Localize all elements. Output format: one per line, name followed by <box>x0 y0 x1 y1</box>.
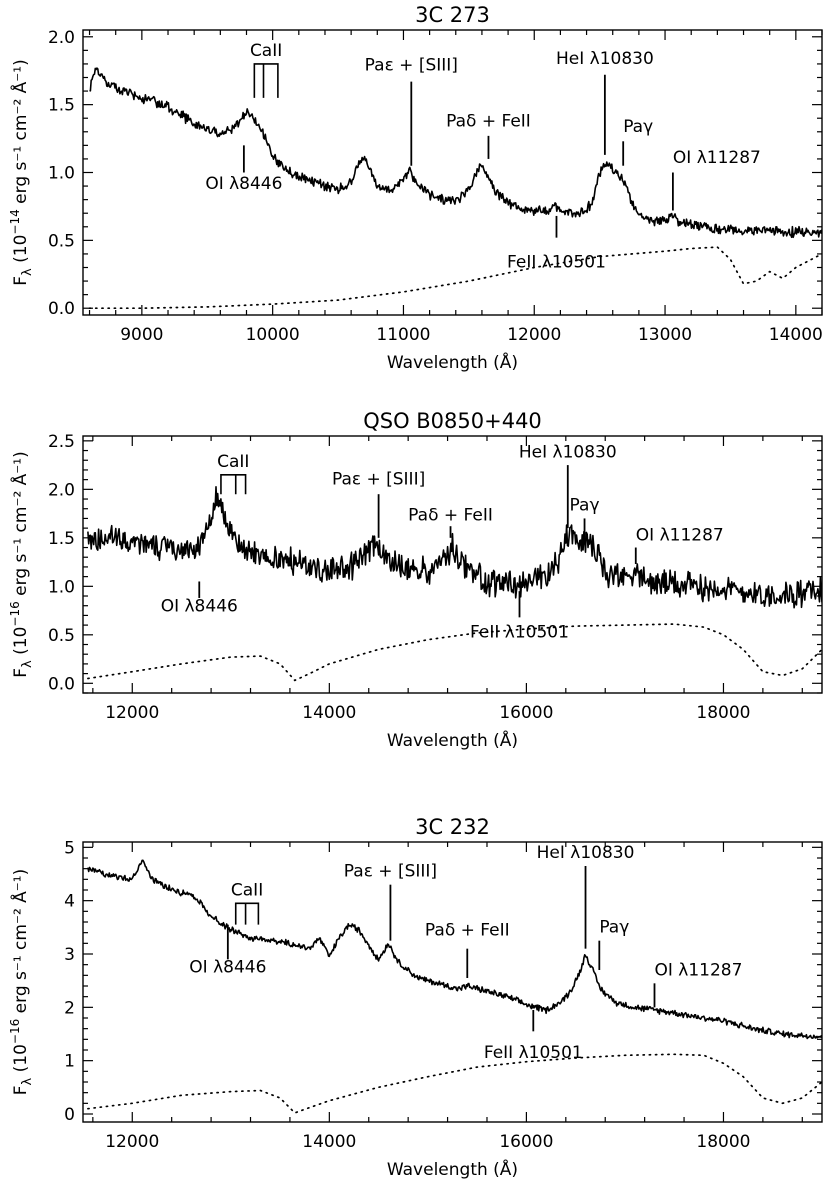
plot-frame <box>82 841 823 1123</box>
spectrum-line <box>87 859 822 1040</box>
y-label-units: erg s⁻¹ cm⁻² Å⁻¹) <box>9 869 31 1019</box>
line-label: FeII λ10501 <box>470 623 569 643</box>
x-tick-label: 18000 <box>696 703 750 723</box>
atmospheric-transmission-line <box>88 246 822 310</box>
y-label-f: F <box>11 1085 31 1095</box>
y-tick-label: 1.5 <box>48 529 75 549</box>
line-label: Paδ + FeII <box>408 505 493 525</box>
x-axis-label: Wavelength (Å) <box>387 351 518 373</box>
x-tick-label: 14000 <box>302 1132 356 1152</box>
chart-panel-2: QSO B0850+440 12000 14000 16000 18000 0.0 0.5 1… <box>8 409 823 751</box>
line-label: OI λ8446 <box>205 174 282 194</box>
x-tick-label: 10000 <box>246 325 300 345</box>
y-label-sub: λ <box>20 1077 35 1085</box>
x-tick-label: 9000 <box>120 325 163 345</box>
chart-panel-3: 3C 232 12000 14000 16000 18000 0 1 2 3 4 5 Waveleng… <box>8 815 823 1180</box>
x-tick-label: 16000 <box>499 703 553 723</box>
chart-title: QSO B0850+440 <box>363 409 542 433</box>
caii-bracket <box>220 473 247 495</box>
x-tick-label: 14000 <box>769 325 823 345</box>
y-tick-label: 1.5 <box>48 96 75 116</box>
y-tick-label: 3 <box>64 945 75 965</box>
y-label-sub: λ <box>20 268 35 276</box>
y-label-units: erg s⁻¹ cm⁻² Å⁻¹) <box>9 59 31 209</box>
y-label-text: (10 <box>11 235 31 269</box>
line-label: HeI λ10830 <box>556 49 654 69</box>
series-group <box>88 67 822 310</box>
x-tick-label: 18000 <box>696 1132 750 1152</box>
line-label: OI λ11287 <box>673 148 761 168</box>
x-axis-label: Wavelength (Å) <box>387 1158 518 1180</box>
caii-bracket <box>253 63 279 98</box>
line-label: Paε + [SIII] <box>332 469 425 489</box>
line-label: Paδ + FeII <box>446 111 531 131</box>
chart-title: 3C 273 <box>415 3 490 27</box>
y-label-exp: −16 <box>8 601 22 626</box>
caii-bracket <box>234 902 260 925</box>
series-group <box>87 486 822 682</box>
chart-panel-1: 3C 273 9000 10000 11000 12000 13000 14000 0.0 0.… <box>8 3 823 373</box>
caii-label: CaII <box>217 452 249 472</box>
spectrum-line <box>89 67 822 239</box>
y-tick-label: 0.0 <box>48 674 75 694</box>
x-tick-label: 16000 <box>499 1132 553 1152</box>
caii-label: CaII <box>250 41 282 61</box>
y-tick-label: 5 <box>64 838 75 858</box>
x-tick-label: 12000 <box>507 325 561 345</box>
y-label-units: erg s⁻¹ cm⁻² Å⁻¹) <box>9 451 31 601</box>
x-tick-label: 13000 <box>638 325 692 345</box>
y-tick-label: 0.5 <box>48 626 75 646</box>
line-label: Paγ <box>623 117 653 137</box>
line-label: Paγ <box>599 918 629 938</box>
y-tick-label: 2.0 <box>48 28 75 48</box>
line-label: Paδ + FeII <box>425 920 510 940</box>
x-tick-label: 14000 <box>302 703 356 723</box>
atmospheric-transmission-line <box>87 623 822 682</box>
line-label: FeII λ10501 <box>507 253 606 273</box>
y-axis-label: Fλ (10−14 erg s⁻¹ cm⁻² Å⁻¹) <box>8 59 35 285</box>
y-label-exp: −14 <box>8 209 22 234</box>
y-label-text: (10 <box>11 627 31 661</box>
atmospheric-transmission-line <box>87 1053 822 1114</box>
y-label-f: F <box>11 276 31 286</box>
y-tick-label: 2.0 <box>48 480 75 500</box>
x-axis-label: Wavelength (Å) <box>387 729 518 751</box>
y-tick-label: 0.0 <box>48 299 75 319</box>
line-label: OI λ8446 <box>161 597 238 617</box>
x-tick-label: 12000 <box>105 1132 159 1152</box>
line-label: Paε + [SIII] <box>344 862 437 882</box>
y-tick-label: 0.5 <box>48 231 75 251</box>
line-label: Paε + [SIII] <box>365 56 458 76</box>
series-group <box>87 859 822 1114</box>
line-label: HeI λ10830 <box>537 843 635 863</box>
chart-title: 3C 232 <box>415 815 490 839</box>
line-label: OI λ8446 <box>189 958 266 978</box>
x-tick-label: 12000 <box>105 703 159 723</box>
spectrum-line <box>87 486 822 609</box>
line-label: HeI λ10830 <box>519 442 617 462</box>
y-tick-label: 1.0 <box>48 164 75 184</box>
y-axis-label: Fλ (10−16 erg s⁻¹ cm⁻² Å⁻¹) <box>8 869 35 1095</box>
y-label-exp: −16 <box>8 1019 22 1044</box>
y-tick-label: 1 <box>64 1052 75 1072</box>
y-tick-label: 0 <box>64 1105 75 1125</box>
caii-label: CaII <box>231 880 263 900</box>
y-label-sub: λ <box>20 660 35 668</box>
y-tick-label: 2 <box>64 998 75 1018</box>
y-label-f: F <box>11 668 31 678</box>
y-tick-label: 1.0 <box>48 577 75 597</box>
y-tick-label: 2.5 <box>48 432 75 452</box>
y-tick-label: 4 <box>64 892 75 912</box>
line-label: OI λ11287 <box>636 526 724 546</box>
y-axis-label: Fλ (10−16 erg s⁻¹ cm⁻² Å⁻¹) <box>8 451 35 677</box>
plot-frame <box>82 435 823 694</box>
y-label-text: (10 <box>11 1044 31 1078</box>
line-label: OI λ11287 <box>654 960 742 980</box>
line-label: FeII λ10501 <box>484 1043 583 1063</box>
x-tick-label: 11000 <box>376 325 430 345</box>
line-label: Paγ <box>570 496 600 516</box>
